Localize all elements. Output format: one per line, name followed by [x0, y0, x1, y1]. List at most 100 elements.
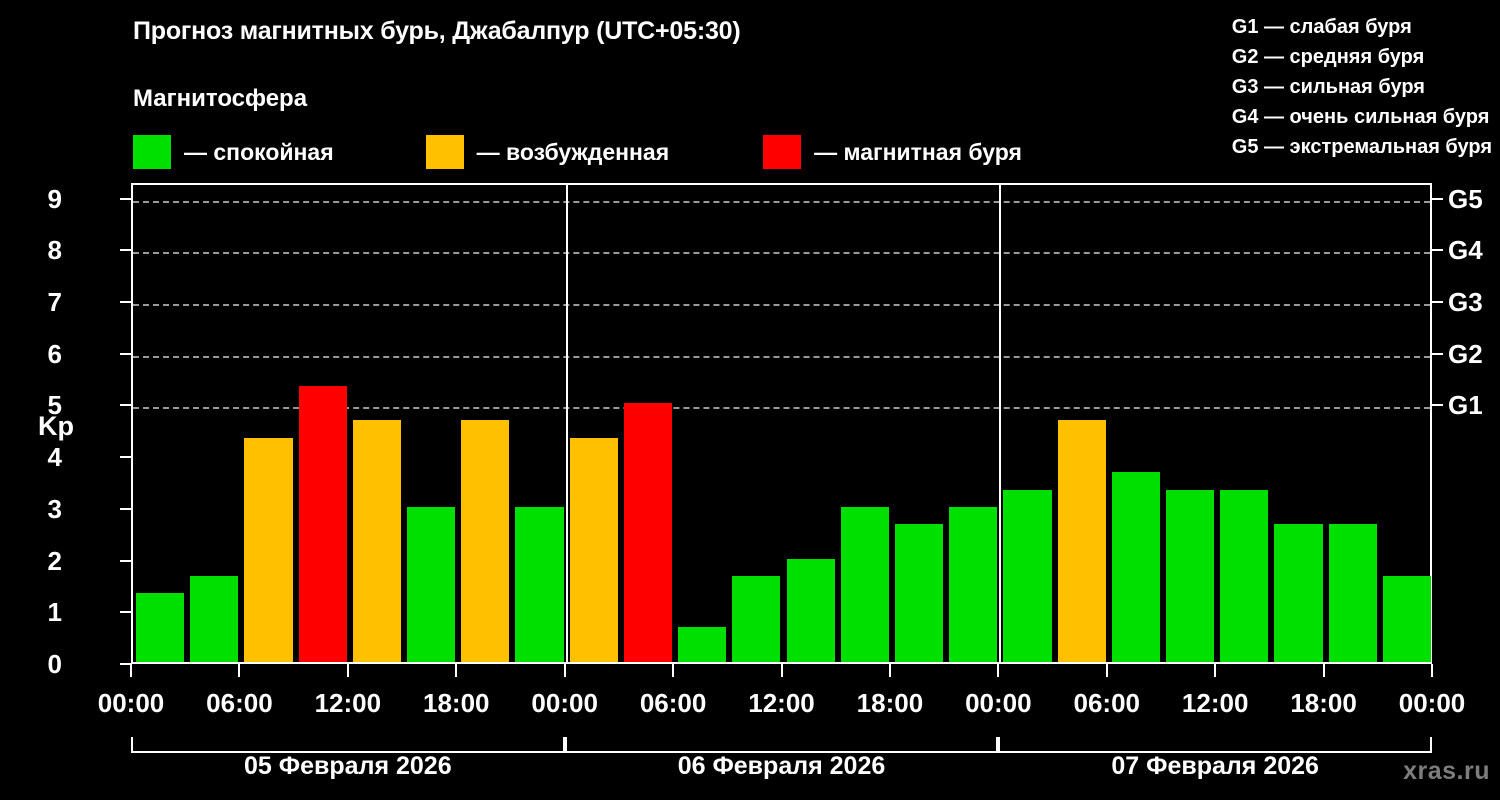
bar: [1220, 489, 1269, 662]
y-axis-title: Kp: [38, 411, 74, 441]
bar: [786, 558, 835, 662]
bar: [515, 506, 564, 662]
watermark: xras.ru: [1403, 757, 1490, 785]
legend-label-quiet: — спокойная: [184, 138, 334, 165]
x-tick-mark: [1322, 664, 1325, 677]
bar: [623, 403, 673, 662]
x-tick-mark: [780, 664, 783, 677]
bar: [352, 420, 402, 662]
bar: [894, 523, 944, 662]
gridline-kp-8: [133, 252, 1430, 255]
day-label: 07 Февраля 2026: [1111, 752, 1319, 780]
bar: [569, 438, 618, 662]
g-tick-mark: [1432, 352, 1443, 355]
y-tick-label: 5: [47, 390, 62, 421]
g-scale-row-g3: G3 — сильная буря: [1231, 76, 1425, 98]
day-label: 05 Февраля 2026: [244, 752, 452, 780]
g-tick-mark: [1432, 197, 1443, 200]
g-scale-row-g4: G4 — очень сильная буря: [1231, 106, 1490, 128]
bar: [1057, 420, 1106, 662]
day-bracket: [998, 737, 1432, 753]
y-tick-mark: [120, 456, 131, 459]
y-tick-label: 4: [47, 442, 62, 473]
x-tick-label: 06:00: [639, 688, 707, 718]
x-tick-mark: [672, 664, 675, 677]
g-tick-mark: [1432, 249, 1443, 252]
y-tick-label: 1: [47, 597, 62, 628]
x-tick-label: 06:00: [206, 688, 273, 718]
x-tick-mark: [888, 664, 891, 677]
unsettled-swatch-icon: [425, 135, 464, 169]
gridline-kp-9: [133, 200, 1430, 203]
day-divider: [565, 185, 568, 662]
y-tick-mark: [120, 352, 131, 355]
x-tick-label: 00:00: [531, 688, 598, 718]
legend-item-quiet: — спокойная: [133, 135, 334, 169]
x-tick-label: 18:00: [1290, 688, 1357, 718]
y-tick-label: 6: [47, 338, 62, 369]
storm-swatch-icon: [763, 135, 802, 169]
quiet-swatch-icon: [133, 135, 171, 169]
y-tick-mark: [120, 404, 131, 407]
y-tick-mark: [120, 197, 131, 200]
g-axis-label: G3: [1448, 286, 1483, 317]
bar: [1165, 489, 1215, 662]
day-divider: [999, 185, 1002, 662]
bar: [678, 627, 727, 662]
y-tick-label: 8: [47, 235, 62, 266]
g-axis-label: G2: [1448, 338, 1483, 369]
y-tick-mark: [120, 300, 131, 303]
bar: [1382, 575, 1431, 662]
bar: [298, 386, 347, 662]
g-axis-label: G1: [1448, 390, 1483, 421]
x-tick-mark: [1105, 664, 1108, 677]
g-axis-label: G4: [1448, 235, 1483, 266]
g-scale-row-g5: G5 — экстремальная буря: [1231, 136, 1492, 158]
g-scale-legend: G1 — слабая буря G2 — средняя буря G3 — …: [1232, 12, 1492, 162]
bar: [949, 506, 998, 662]
bar: [1111, 472, 1160, 662]
legend-item-unsettled: — возбужденная: [425, 135, 669, 169]
bar: [732, 575, 781, 662]
g-scale-row-g2: G2 — средняя буря: [1231, 46, 1425, 68]
g-scale-row-g1: G1 — слабая буря: [1231, 16, 1412, 38]
x-tick-mark: [455, 664, 458, 677]
bar: [1328, 523, 1377, 662]
y-tick-label: 2: [47, 545, 62, 576]
day-label: 06 Февраля 2026: [677, 752, 886, 780]
y-tick-mark: [120, 249, 131, 252]
x-tick-label: 00:00: [1398, 688, 1466, 718]
y-tick-label: 0: [47, 649, 62, 679]
g-tick-mark: [1432, 300, 1443, 303]
y-tick-label: 9: [47, 183, 62, 214]
day-bracket: [564, 737, 999, 753]
x-tick-label: 00:00: [965, 688, 1032, 718]
bar: [136, 593, 185, 662]
gridline-kp-5: [133, 407, 1430, 410]
y-tick-mark: [120, 611, 131, 614]
x-tick-label: 00:00: [97, 688, 165, 718]
y-tick-label: 7: [47, 286, 62, 317]
plot-inner: [133, 185, 1431, 662]
x-tick-mark: [238, 664, 241, 677]
x-tick-mark: [346, 664, 349, 677]
bar: [840, 506, 889, 662]
g-tick-mark: [1432, 404, 1443, 407]
y-tick-mark: [120, 507, 131, 510]
legend-item-storm: — магнитная буря: [763, 135, 1022, 169]
bar: [244, 438, 293, 662]
x-tick-mark: [563, 664, 566, 677]
y-tick-label: 3: [47, 493, 62, 524]
x-tick-label: 06:00: [1073, 688, 1141, 718]
x-tick-label: 12:00: [1181, 688, 1249, 718]
x-tick-mark: [130, 664, 132, 677]
plot-area: [131, 183, 1432, 664]
x-tick-mark: [1214, 664, 1217, 677]
bar: [407, 506, 456, 662]
bar: [1003, 489, 1052, 662]
gridline-kp-7: [133, 303, 1430, 306]
magnetosphere-section-label: Магнитосфера: [133, 85, 308, 112]
gridline-kp-6: [133, 355, 1430, 358]
x-tick-label: 12:00: [314, 688, 382, 718]
x-tick-mark: [997, 664, 1000, 677]
